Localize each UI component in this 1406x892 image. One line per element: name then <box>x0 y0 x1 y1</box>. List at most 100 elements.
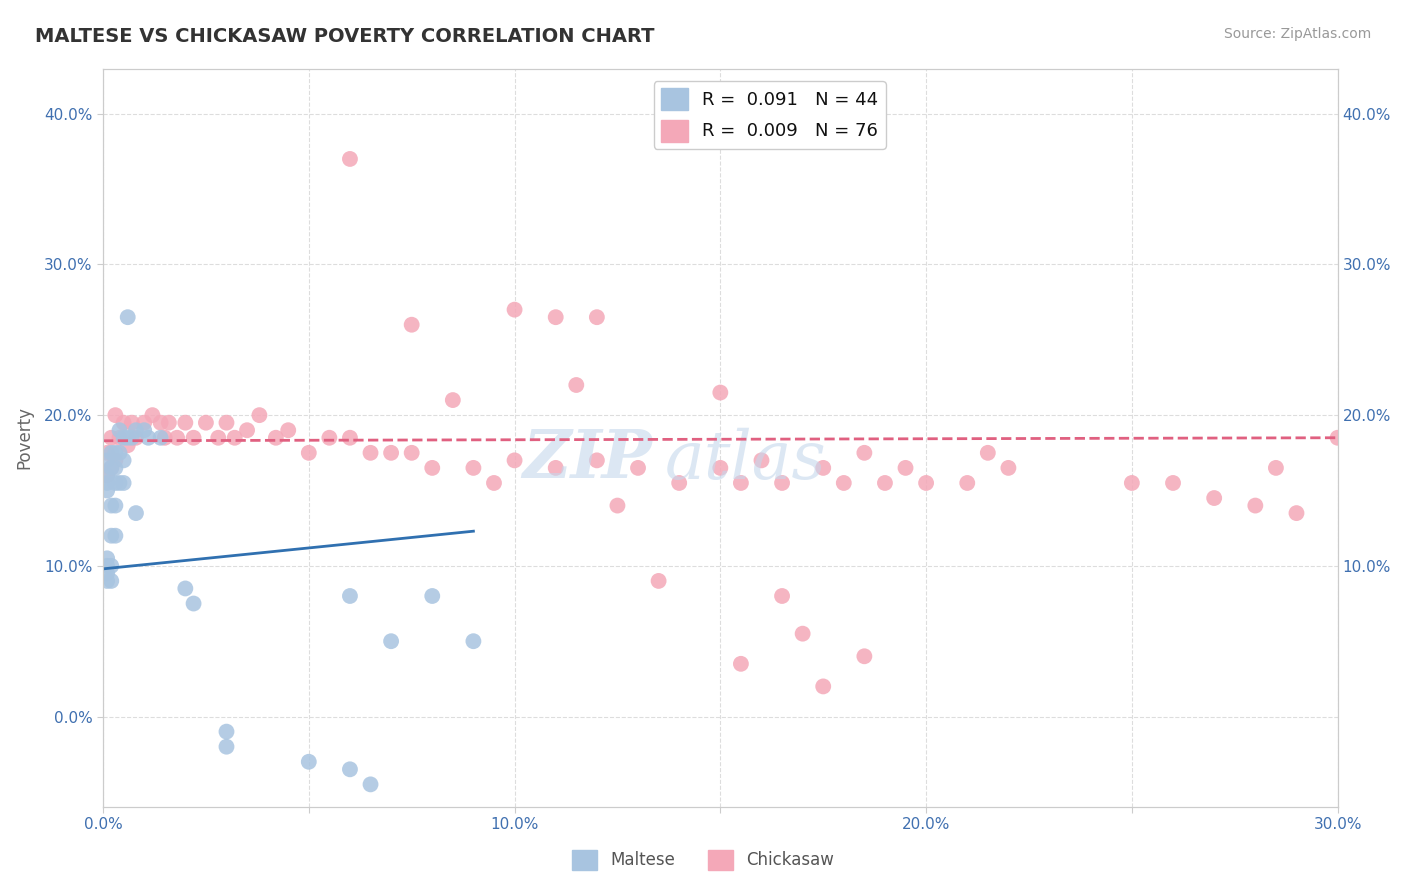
Point <box>668 475 690 490</box>
Point <box>125 506 148 520</box>
Point <box>709 385 731 400</box>
Point <box>96 446 118 460</box>
Point <box>380 634 402 648</box>
Point <box>174 582 197 596</box>
Text: MALTESE VS CHICKASAW POVERTY CORRELATION CHART: MALTESE VS CHICKASAW POVERTY CORRELATION… <box>35 27 655 45</box>
Point <box>183 597 205 611</box>
Point <box>503 302 526 317</box>
Point <box>136 431 159 445</box>
Point <box>318 431 340 445</box>
Point <box>339 589 361 603</box>
Point <box>207 431 229 445</box>
Point <box>100 461 122 475</box>
Point <box>813 461 835 475</box>
Point <box>100 574 122 588</box>
Point <box>503 453 526 467</box>
Point <box>108 446 131 460</box>
Point <box>112 416 135 430</box>
Point <box>112 475 135 490</box>
Point <box>183 431 205 445</box>
Point <box>104 475 127 490</box>
Point <box>215 739 238 754</box>
Point <box>125 423 148 437</box>
Point <box>380 446 402 460</box>
Point <box>249 408 271 422</box>
Point <box>606 499 628 513</box>
Point <box>141 408 163 422</box>
Point <box>813 680 835 694</box>
Point <box>112 431 135 445</box>
Point <box>96 475 118 490</box>
Point <box>104 499 127 513</box>
Point <box>441 393 464 408</box>
Point <box>544 461 567 475</box>
Point <box>96 566 118 581</box>
Point <box>853 446 876 460</box>
Point <box>627 461 650 475</box>
Point <box>96 468 118 483</box>
Point <box>792 626 814 640</box>
Point <box>339 762 361 776</box>
Point <box>157 416 180 430</box>
Point <box>894 461 917 475</box>
Point <box>108 475 131 490</box>
Point <box>100 461 122 475</box>
Point <box>751 453 773 467</box>
Point <box>401 318 423 332</box>
Point <box>100 558 122 573</box>
Point <box>339 152 361 166</box>
Point <box>96 551 118 566</box>
Point <box>96 453 118 467</box>
Point <box>339 431 361 445</box>
Point <box>236 423 259 437</box>
Point <box>112 453 135 467</box>
Point <box>873 475 896 490</box>
Point <box>1326 431 1348 445</box>
Point <box>298 755 321 769</box>
Point <box>853 649 876 664</box>
Point <box>401 446 423 460</box>
Point <box>108 423 131 437</box>
Point <box>121 416 143 430</box>
Point <box>121 431 143 445</box>
Point <box>104 446 127 460</box>
Point <box>997 461 1019 475</box>
Point <box>264 431 287 445</box>
Point <box>117 431 139 445</box>
Point <box>915 475 938 490</box>
Point <box>100 499 122 513</box>
Point <box>360 777 382 791</box>
Point <box>420 461 443 475</box>
Point <box>96 468 118 483</box>
Point <box>125 431 148 445</box>
Point <box>544 310 567 325</box>
Point <box>586 453 609 467</box>
Point <box>134 416 156 430</box>
Point <box>174 416 197 430</box>
Point <box>100 431 122 445</box>
Point <box>117 310 139 325</box>
Point <box>149 431 172 445</box>
Legend: R =  0.091   N = 44, R =  0.009   N = 76: R = 0.091 N = 44, R = 0.009 N = 76 <box>654 81 886 149</box>
Point <box>215 724 238 739</box>
Point <box>298 446 321 460</box>
Point <box>96 483 118 498</box>
Point <box>153 431 176 445</box>
Point <box>104 408 127 422</box>
Point <box>1244 499 1267 513</box>
Point <box>565 378 588 392</box>
Legend: Maltese, Chickasaw: Maltese, Chickasaw <box>565 843 841 877</box>
Point <box>117 438 139 452</box>
Point <box>977 446 1000 460</box>
Point <box>194 416 217 430</box>
Point <box>730 475 752 490</box>
Point <box>770 589 793 603</box>
Y-axis label: Poverty: Poverty <box>15 406 32 469</box>
Point <box>956 475 979 490</box>
Point <box>647 574 669 588</box>
Point <box>215 416 238 430</box>
Point <box>463 461 485 475</box>
Point <box>463 634 485 648</box>
Point <box>709 461 731 475</box>
Point <box>360 446 382 460</box>
